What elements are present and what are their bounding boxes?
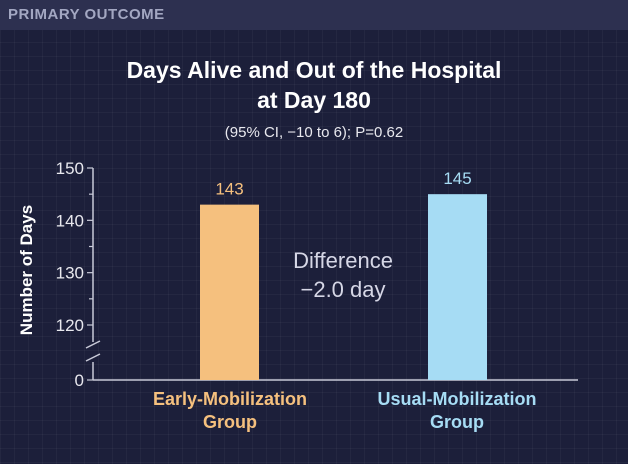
y-tick-label: 120 — [56, 316, 84, 335]
difference-label: Difference — [293, 248, 393, 273]
value-label-early: 143 — [215, 180, 243, 199]
category-label-usual-line2: Group — [430, 412, 484, 432]
chart-title-line1: Days Alive and Out of the Hospital — [126, 57, 502, 83]
value-label-usual: 145 — [443, 169, 471, 188]
chart-title: Days Alive and Out of the Hospital at Da… — [0, 55, 628, 115]
chart-title-line2: at Day 180 — [257, 87, 371, 113]
category-label-early: Early-Mobilization Group — [120, 388, 340, 434]
y-tick-label: 130 — [56, 264, 84, 283]
section-header: PRIMARY OUTCOME — [8, 6, 165, 23]
category-label-usual-line1: Usual-Mobilization — [377, 389, 537, 409]
bar-usual-mobilization — [428, 194, 487, 380]
axis-break-mark — [85, 340, 101, 349]
chart-subtitle: (95% CI, −10 to 6); P=0.62 — [224, 124, 404, 141]
bar-early-mobilization — [200, 204, 259, 380]
difference-value: −2.0 day — [300, 277, 386, 302]
y-tick-label: 140 — [56, 211, 84, 230]
category-label-early-line2: Group — [203, 412, 257, 432]
header-band: PRIMARY OUTCOME — [0, 0, 628, 30]
y-tick-label: 150 — [56, 159, 84, 178]
difference-annotation: Difference −2.0 day — [240, 246, 446, 304]
y-tick-label-zero: 0 — [75, 371, 84, 390]
category-label-usual: Usual-Mobilization Group — [347, 388, 567, 434]
axis-break-mark — [85, 353, 101, 362]
category-label-early-line1: Early-Mobilization — [152, 389, 307, 409]
